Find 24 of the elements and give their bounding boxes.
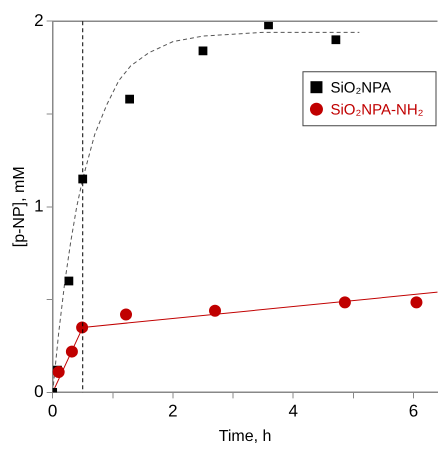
point [209,304,222,317]
point [264,21,273,30]
x-tick-label: 4 [288,401,298,420]
point [66,346,78,358]
point [331,35,340,44]
legend-label: SiO₂NPA [330,79,392,96]
x-axis-title: Time, h [218,428,272,445]
point [64,276,74,286]
y-axis-title: [p-NP], mM [11,166,28,248]
point [120,308,132,320]
x-tick-label: 2 [168,401,178,420]
point [78,174,88,184]
point [198,46,208,56]
point [52,366,65,378]
y-tick-label: 0 [34,382,44,402]
legend-label: SiO₂NPA-NH₂ [330,101,424,118]
y-tick-label: 2 [34,10,44,30]
x-tick-label: 0 [48,401,58,420]
y-tick-label: 1 [34,196,44,216]
point [410,296,422,308]
point [125,94,134,104]
point [338,296,351,308]
point [76,321,88,334]
x-tick-label: 6 [408,401,418,420]
